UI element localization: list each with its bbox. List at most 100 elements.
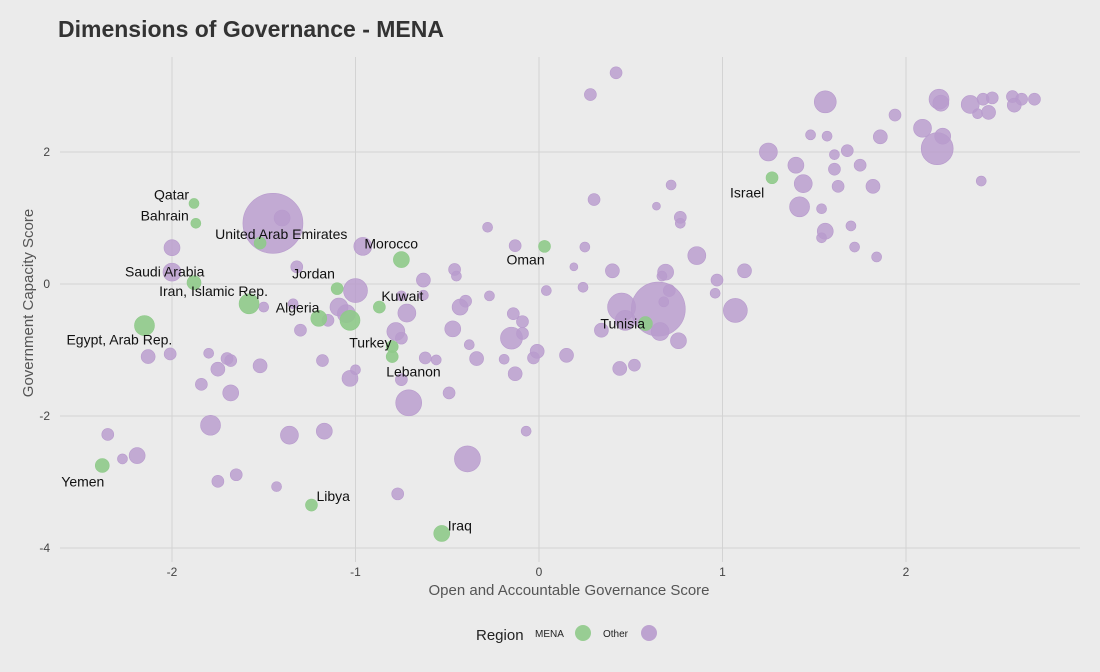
- other-point: [316, 422, 333, 440]
- other-point: [290, 260, 304, 274]
- other-point: [442, 386, 456, 400]
- legend-swatch-mena: [575, 625, 591, 641]
- mena-point: [186, 275, 202, 290]
- legend-title: Region: [476, 627, 524, 644]
- other-point: [454, 445, 481, 473]
- other-point: [865, 179, 881, 194]
- other-point: [670, 332, 687, 350]
- other-point: [710, 273, 724, 287]
- other-point: [652, 201, 661, 211]
- mena-point: [638, 316, 653, 331]
- other-point: [507, 307, 520, 321]
- other-point: [665, 179, 677, 191]
- other-point: [162, 262, 182, 282]
- point-label: Qatar: [154, 186, 189, 202]
- other-point: [829, 149, 840, 160]
- other-point: [482, 221, 493, 233]
- other-point: [614, 309, 636, 331]
- other-point: [723, 298, 748, 323]
- other-point: [559, 347, 574, 363]
- other-point: [396, 290, 407, 302]
- legend-label-mena: MENA: [535, 629, 564, 640]
- other-point: [500, 326, 523, 350]
- other-point: [222, 384, 240, 402]
- x-tick-label: -1: [350, 565, 361, 579]
- other-point: [252, 358, 268, 374]
- point-label: Lebanon: [386, 364, 441, 380]
- other-point: [273, 209, 291, 227]
- other-point: [840, 144, 854, 157]
- legend-swatch-other: [641, 625, 657, 641]
- other-point: [813, 90, 837, 114]
- other-point: [416, 272, 431, 288]
- point-label: Jordan: [292, 266, 335, 282]
- x-tick-label: -2: [167, 565, 178, 579]
- other-point: [569, 262, 579, 272]
- other-point: [229, 468, 243, 482]
- other-point: [163, 239, 181, 256]
- point-label: United Arab Emirates: [215, 226, 347, 242]
- point-label: Oman: [507, 251, 545, 267]
- other-point: [469, 351, 484, 366]
- other-point: [498, 353, 510, 365]
- other-point: [759, 142, 778, 162]
- other-point: [117, 453, 128, 465]
- other-point: [463, 339, 475, 351]
- other-point: [658, 296, 670, 308]
- other-point: [793, 174, 813, 193]
- other-point: [985, 91, 999, 105]
- other-point: [224, 354, 238, 367]
- other-point: [101, 428, 115, 441]
- other-point: [821, 130, 833, 142]
- other-point: [871, 251, 882, 263]
- other-point: [451, 298, 469, 316]
- x-tick-label: 1: [719, 565, 726, 579]
- gridlines: [60, 57, 1080, 562]
- point-label: Morocco: [364, 236, 418, 252]
- y-axis-label: Government Capacity Score: [20, 209, 37, 397]
- other-point: [816, 232, 827, 244]
- other-point: [737, 263, 752, 279]
- other-point: [195, 378, 208, 391]
- other-point: [849, 241, 860, 253]
- point-labels: Qatar Bahrain United Arab Emirates Saudi Ar…: [61, 185, 764, 534]
- other-point: [674, 217, 686, 229]
- other-point: [353, 237, 373, 256]
- point-label: Kuwait: [381, 288, 423, 304]
- other-point: [200, 414, 221, 436]
- other-point: [932, 94, 950, 112]
- mena-point: [330, 282, 344, 295]
- other-point: [210, 361, 226, 377]
- other-point: [484, 290, 495, 302]
- other-point: [418, 351, 432, 365]
- other-point: [520, 425, 532, 437]
- legend-label-other: Other: [603, 629, 629, 640]
- other-point: [873, 129, 888, 145]
- other-point: [853, 158, 867, 172]
- other-point: [888, 108, 902, 122]
- other-point: [1028, 92, 1041, 106]
- other-point: [789, 196, 810, 218]
- other-point: [397, 303, 417, 323]
- other-point: [395, 389, 423, 417]
- other-point: [609, 66, 623, 80]
- other-point: [541, 285, 552, 296]
- other-point: [350, 364, 361, 376]
- axis-ticks: -2 -1 0 1 2 -4 -2 0 2: [39, 145, 909, 579]
- other-point: [687, 246, 707, 265]
- point-label: Saudi Arabia: [125, 264, 205, 280]
- point-label: Algeria: [276, 299, 320, 315]
- other-point: [508, 239, 522, 253]
- mena-point: [253, 236, 267, 250]
- mena-point: [765, 171, 779, 185]
- other-point: [316, 354, 329, 367]
- other-point: [584, 88, 597, 101]
- other-point: [981, 105, 996, 120]
- other-point: [140, 349, 156, 364]
- other-point: [211, 475, 225, 488]
- mena-point: [373, 300, 386, 314]
- other-point: [975, 175, 987, 187]
- other-point: [828, 162, 841, 176]
